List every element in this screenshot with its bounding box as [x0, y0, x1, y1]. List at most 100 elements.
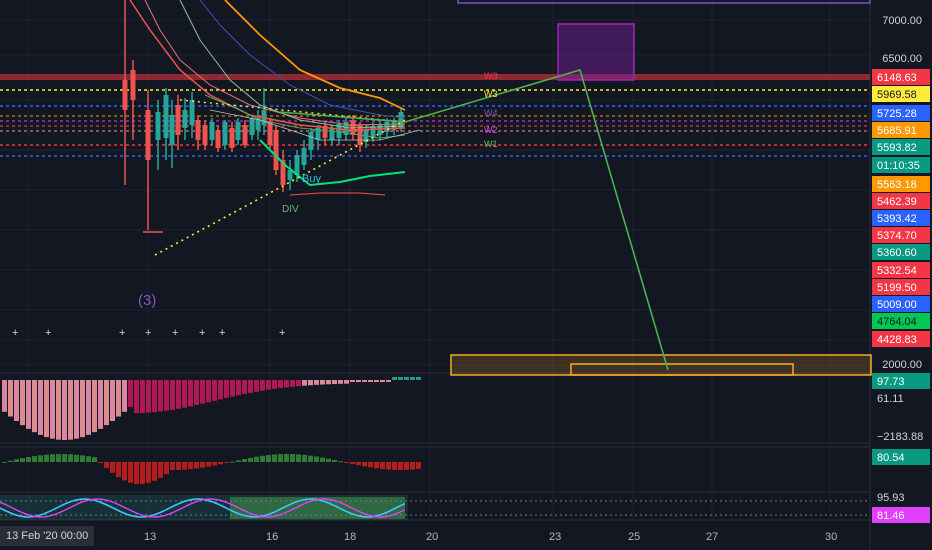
candle-body [195, 120, 201, 140]
histogram-bar-pane2 [236, 460, 241, 462]
time-tick-label: 23 [549, 531, 562, 543]
price-axis[interactable]: 7000.00 6500.00 2000.00 6148.63 5969.58 5725.… [872, 15, 930, 523]
price-level-tag [872, 279, 930, 295]
histogram-bar-pane1 [182, 380, 187, 408]
histogram-bar-pane2 [266, 455, 271, 462]
price-level-tag [872, 86, 930, 102]
candle-body [235, 122, 241, 140]
annotations: W3 W3 W4 W2 W1 (3) Buy DIV + + + + + + + + [12, 71, 498, 339]
histogram-bar-pane2 [302, 454, 307, 462]
price-level-value: 5199.50 [877, 282, 917, 294]
price-level-value: 5969.58 [877, 89, 917, 101]
divergence-label: DIV [282, 204, 299, 215]
histogram-bar-pane2 [62, 454, 67, 462]
histogram-bar-pane1 [242, 380, 247, 395]
histogram-bar-pane2 [398, 462, 403, 470]
projection-path [279, 69, 669, 371]
indicator-value-tag [872, 428, 930, 444]
histogram-bar-pane1 [362, 380, 367, 382]
histogram-bar-pane1 [158, 380, 163, 412]
price-tick-label: 6500.00 [882, 53, 922, 65]
histogram-bar-pane2 [392, 462, 397, 470]
histogram-bar-pane1 [266, 380, 271, 390]
price-level-tag [872, 176, 930, 192]
indicator-value: 80.54 [877, 452, 905, 464]
histogram-bar-pane1 [2, 380, 7, 412]
price-level-tag [872, 139, 930, 155]
histogram-bar-pane1 [98, 380, 103, 429]
candle-body [122, 80, 128, 110]
histogram-bar-pane1 [62, 380, 67, 440]
price-level-value: 5393.42 [877, 213, 917, 225]
candle-body [145, 110, 151, 160]
histogram-bar-pane2 [8, 460, 13, 462]
candle-body [215, 130, 221, 148]
candle-body [301, 148, 307, 165]
projection-path-line [279, 69, 669, 371]
histogram-bar-pane1 [302, 380, 307, 386]
histogram-bar-pane2 [122, 462, 127, 481]
upper-zone-box [457, 0, 871, 4]
histogram-bar-pane1 [170, 380, 175, 410]
histogram-bar-pane2 [260, 455, 265, 462]
histogram-bar-pane1 [212, 380, 217, 401]
histogram-bar-pane1 [398, 377, 403, 380]
histogram-bar-pane2 [230, 461, 235, 463]
histogram-bar-pane2 [188, 462, 193, 470]
histogram-bar-pane1 [350, 380, 355, 382]
histogram-bar-pane1 [368, 380, 373, 382]
histogram-bar-pane2 [134, 462, 139, 484]
indicator-value-tag [872, 373, 930, 389]
histogram-bar-pane2 [218, 462, 223, 465]
histogram-bar-pane1 [110, 380, 115, 421]
histogram-bar-pane1 [128, 380, 133, 407]
time-tick-label: 13 [144, 531, 157, 543]
wave-label: W1 [484, 139, 498, 149]
candle-body [308, 132, 314, 150]
histogram-bar-pane1 [344, 380, 349, 384]
moving-average-line [289, 192, 386, 196]
wave-label: W3 [484, 71, 498, 81]
wave-count-label: (3) [138, 292, 156, 309]
indicator-value: 97.73 [877, 376, 905, 388]
histogram-bar-pane1 [218, 380, 223, 400]
histogram-bar-pane1 [14, 380, 19, 421]
candle-body [189, 100, 195, 125]
histogram-bar-pane2 [2, 462, 7, 463]
histogram-bar-pane2 [86, 456, 91, 462]
price-level-value: 5593.82 [877, 142, 917, 154]
candle-body [182, 110, 188, 128]
histogram-bar-pane1 [200, 380, 205, 404]
histogram-bar-pane2 [374, 462, 379, 469]
histogram-bar-pane1 [140, 380, 145, 413]
histogram-bar-pane1 [224, 380, 229, 398]
histogram-bar-pane2 [50, 454, 55, 462]
indicator-value-tag [872, 489, 930, 505]
candle-body [329, 128, 335, 140]
histogram-bar-pane1 [194, 380, 199, 406]
histogram-bar-pane1 [326, 380, 331, 385]
histogram-bar-pane2 [212, 462, 217, 466]
histogram-bar-pane1 [386, 380, 391, 382]
price-level-value: 6148.63 [877, 72, 917, 84]
price-level-value: 5563.18 [877, 179, 917, 191]
histogram-bar-pane2 [362, 462, 367, 467]
histogram-bar-pane1 [26, 380, 31, 429]
zone-boxes [450, 0, 872, 376]
histogram-bar-pane2 [200, 462, 205, 468]
candle-body [202, 125, 208, 145]
histogram-bar-pane1 [134, 380, 139, 413]
time-tick-label: 16 [266, 531, 279, 543]
histogram-bar-pane2 [416, 462, 421, 470]
candle-body [273, 130, 279, 170]
histogram-bar-pane1 [164, 380, 169, 411]
histogram-bar-pane2 [314, 456, 319, 462]
histogram-bar-pane2 [170, 462, 175, 470]
price-level-value: 4428.83 [877, 334, 917, 346]
price-level-value: 5725.28 [877, 108, 917, 120]
candle-body [280, 160, 286, 185]
histogram-bar-pane2 [104, 462, 109, 468]
indicator-value: −2183.88 [877, 431, 923, 443]
